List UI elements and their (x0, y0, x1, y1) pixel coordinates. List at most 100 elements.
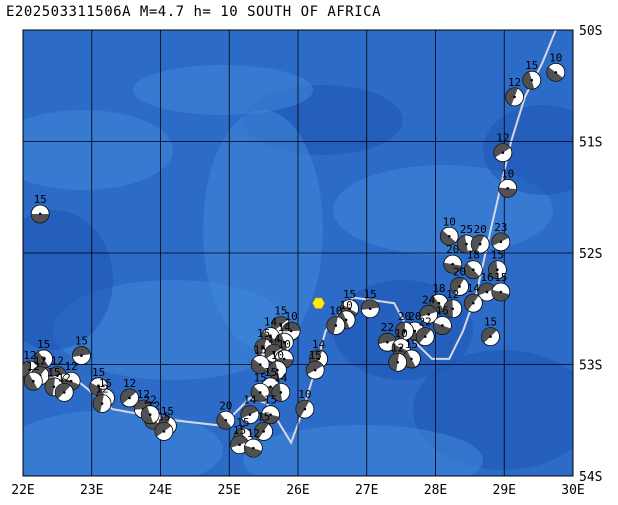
bathymetry-patch (483, 105, 573, 195)
beachball-compressional (443, 262, 462, 274)
beachball-center (289, 329, 293, 333)
depth-label: 18 (467, 249, 480, 262)
lat-tick-label: 54S (579, 470, 602, 485)
depth-label: 15 (274, 304, 287, 317)
focal-mechanism: 10 (439, 215, 459, 246)
depth-label: 22 (144, 394, 157, 407)
beachball-center (272, 352, 276, 355)
focal-mechanism: 22 (140, 394, 160, 425)
beachball-center (128, 396, 131, 400)
beachball-compressional (271, 316, 288, 332)
beachball-compressional (388, 353, 400, 372)
focal-mechanism: 20 (216, 399, 236, 430)
depth-label: 15 (99, 377, 112, 390)
beachball-compressional (306, 361, 324, 375)
depth-label: 15 (37, 338, 50, 351)
lat-tick-label: 53S (579, 359, 602, 374)
depth-label: 15 (75, 335, 88, 348)
beachball-center (56, 374, 59, 377)
beachball-compressional (491, 289, 510, 302)
depth-label: 14 (467, 282, 481, 295)
beachball-compressional (244, 445, 262, 458)
depth-label: 10 (340, 299, 353, 312)
depth-label: 15 (161, 405, 174, 418)
beachball-center (162, 430, 166, 433)
beachball-center (554, 71, 558, 74)
beachball-center (269, 413, 272, 416)
beachball-center (38, 212, 42, 216)
beachball-compressional (464, 263, 480, 279)
beachball-compressional (416, 327, 432, 344)
beachball-compressional (481, 327, 497, 343)
depth-label: 12 (446, 288, 459, 301)
depth-label: 15 (34, 193, 47, 206)
focal-mechanism: 12 (23, 360, 43, 391)
beachball-center (437, 301, 441, 305)
focal-mechanism: 15 (72, 335, 91, 365)
focal-mechanism: 10 (267, 349, 287, 380)
beachball-compressional (120, 388, 137, 404)
focal-mechanism: 20 (450, 265, 469, 296)
depth-label: 15 (254, 344, 267, 357)
beachball-center (148, 413, 152, 416)
beachball-compressional (44, 377, 56, 396)
beachball-center (52, 385, 56, 389)
beachball-center (97, 385, 100, 389)
latitude-tick-labels: 50S 51S 52S 53S 54S (579, 24, 602, 485)
beachball-center (396, 360, 399, 364)
focal-mechanism: 23 (491, 221, 511, 252)
focal-mechanism: 14 (264, 332, 284, 363)
lon-tick-label: 29E (493, 483, 516, 498)
lon-tick-label: 24E (149, 483, 172, 498)
beachball-center (465, 242, 468, 246)
focal-mechanism: 15 (154, 410, 174, 441)
depth-label: 15 (92, 366, 105, 379)
bathymetry-patch (23, 110, 173, 190)
beachball-center (489, 335, 492, 338)
focal-mechanism: 12 (243, 427, 263, 458)
beachball-center (317, 357, 320, 361)
beachball-center (458, 285, 461, 288)
depth-label: 14 (278, 321, 292, 334)
beachball-center (499, 240, 503, 244)
beachball-center (62, 391, 66, 394)
beachball-center (427, 313, 430, 316)
beachball-center (496, 268, 499, 272)
beachball-center (248, 413, 252, 416)
focal-mechanism: 15 (360, 288, 380, 319)
focal-mechanism: 18 (463, 249, 483, 280)
focal-mechanism: 15 (254, 410, 274, 441)
depth-label: 15 (436, 304, 449, 317)
beachball-center (472, 301, 475, 305)
depth-label: 15 (257, 410, 270, 423)
beachball-center (506, 187, 509, 190)
focal-mechanism: 15 (491, 271, 511, 302)
lon-tick-label: 27E (355, 483, 378, 498)
depth-label: 15 (254, 371, 267, 384)
depth-label: 20 (453, 265, 466, 278)
lon-tick-label: 26E (286, 483, 309, 498)
beachball-center (100, 402, 104, 405)
depth-label: 12 (23, 349, 36, 362)
beachball-compressional (478, 283, 496, 296)
beachball-compressional (230, 435, 249, 448)
beachball-center (499, 290, 503, 294)
beachball-center (451, 307, 454, 311)
depth-label: 12 (65, 360, 78, 373)
focal-mechanism: 22 (377, 321, 397, 352)
beachball-compressional (48, 366, 67, 378)
beachball-compressional (141, 406, 154, 424)
focal-mechanism: 12 (92, 383, 112, 413)
beachball-center (423, 335, 427, 338)
depth-label: 10 (443, 215, 456, 228)
beachball-center (282, 340, 286, 344)
beachball-center (410, 357, 413, 361)
depth-label: 15 (484, 316, 497, 329)
beachball-center (485, 290, 489, 294)
beachball-center (403, 329, 406, 333)
depth-label: 12 (508, 76, 521, 89)
focal-mechanism: 15 (481, 316, 500, 347)
beachball-center (386, 340, 389, 344)
focal-mechanism: 15 (305, 349, 325, 380)
